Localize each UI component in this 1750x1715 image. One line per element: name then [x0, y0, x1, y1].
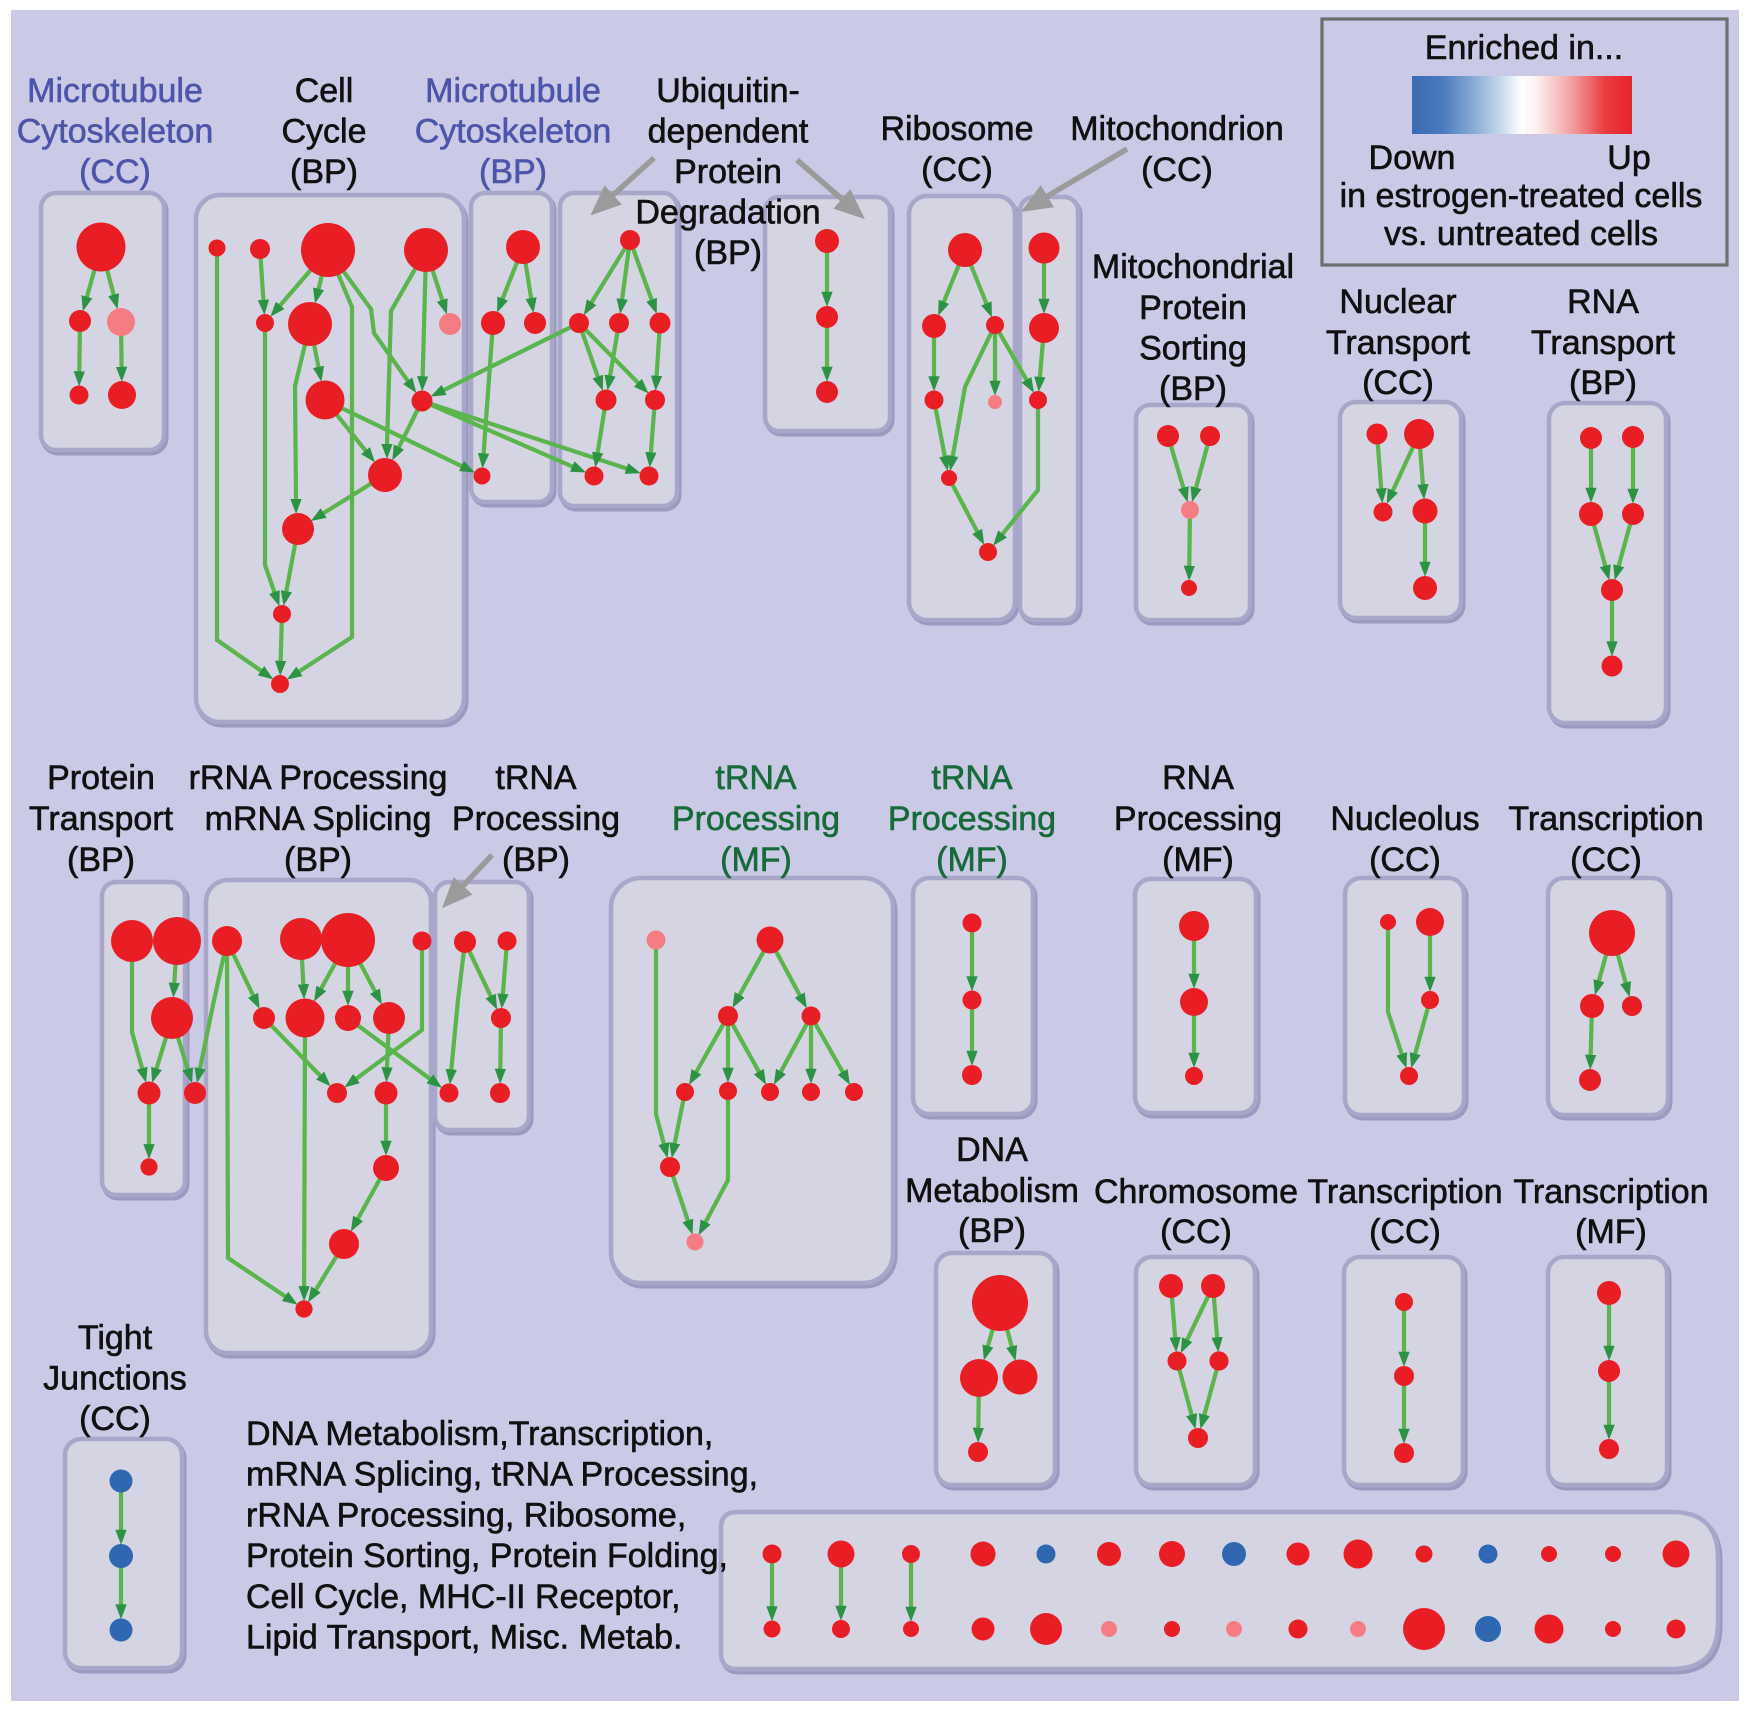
svg-text:Nuclear: Nuclear: [1339, 283, 1456, 321]
svg-text:DNA Metabolism,Transcription,: DNA Metabolism,Transcription,: [246, 1415, 713, 1453]
svg-text:(CC): (CC): [1369, 1213, 1441, 1251]
svg-text:Transcription: Transcription: [1508, 800, 1703, 838]
svg-text:rRNA Processing: rRNA Processing: [189, 759, 448, 797]
svg-text:(MF): (MF): [720, 841, 792, 879]
svg-text:dependent: dependent: [648, 113, 809, 151]
svg-text:Mitochondrial: Mitochondrial: [1092, 248, 1294, 286]
svg-text:(BP): (BP): [502, 841, 570, 879]
svg-text:Transcription: Transcription: [1307, 1173, 1502, 1211]
svg-text:DNA: DNA: [956, 1131, 1028, 1169]
svg-text:Processing: Processing: [672, 800, 840, 838]
svg-text:Degradation: Degradation: [635, 194, 820, 232]
svg-text:Microtubule: Microtubule: [425, 72, 601, 110]
svg-text:Enriched in...: Enriched in...: [1425, 29, 1623, 67]
svg-text:Transcription: Transcription: [1513, 1173, 1708, 1211]
svg-text:(BP): (BP): [67, 841, 135, 879]
svg-text:(MF): (MF): [936, 841, 1008, 879]
svg-text:(BP): (BP): [479, 153, 547, 191]
svg-text:(BP): (BP): [290, 153, 358, 191]
svg-text:(MF): (MF): [1575, 1213, 1647, 1251]
svg-text:Processing: Processing: [452, 800, 620, 838]
svg-text:Protein: Protein: [1139, 289, 1247, 327]
svg-text:Cell Cycle, MHC-II Receptor,: Cell Cycle, MHC-II Receptor,: [246, 1578, 681, 1616]
svg-text:mRNA Splicing: mRNA Splicing: [205, 800, 432, 838]
svg-text:Sorting: Sorting: [1139, 330, 1247, 368]
svg-text:tRNA: tRNA: [495, 759, 577, 797]
svg-text:in estrogen-treated cells: in estrogen-treated cells: [1340, 177, 1703, 215]
svg-text:(CC): (CC): [1362, 364, 1434, 402]
svg-text:vs. untreated cells: vs. untreated cells: [1384, 215, 1658, 253]
svg-text:(CC): (CC): [1570, 841, 1642, 879]
svg-text:Processing: Processing: [1114, 800, 1282, 838]
svg-text:Processing: Processing: [888, 800, 1056, 838]
svg-text:Metabolism: Metabolism: [905, 1172, 1079, 1210]
svg-text:(CC): (CC): [1160, 1213, 1232, 1251]
svg-text:(BP): (BP): [694, 234, 762, 272]
svg-text:Ribosome: Ribosome: [880, 110, 1033, 148]
svg-text:(BP): (BP): [1159, 370, 1227, 408]
svg-text:Protein Sorting, Protein Foldi: Protein Sorting, Protein Folding,: [246, 1537, 728, 1575]
svg-text:(CC): (CC): [1141, 151, 1213, 189]
svg-text:(CC): (CC): [1369, 841, 1441, 879]
svg-text:(MF): (MF): [1162, 841, 1234, 879]
svg-text:Transport: Transport: [1531, 324, 1676, 362]
svg-text:tRNA: tRNA: [931, 759, 1013, 797]
svg-text:Lipid Transport, Misc. Metab.: Lipid Transport, Misc. Metab.: [246, 1619, 683, 1657]
svg-text:Transport: Transport: [1326, 324, 1471, 362]
svg-text:RNA: RNA: [1162, 759, 1234, 797]
svg-text:Cytoskeleton: Cytoskeleton: [415, 113, 612, 151]
svg-text:Down: Down: [1369, 139, 1456, 177]
svg-text:Tight: Tight: [78, 1319, 153, 1357]
svg-text:(BP): (BP): [958, 1212, 1026, 1250]
svg-text:Cell: Cell: [295, 72, 354, 110]
svg-text:(CC): (CC): [921, 151, 993, 189]
svg-text:Chromosome: Chromosome: [1094, 1173, 1298, 1211]
svg-text:(BP): (BP): [284, 841, 352, 879]
svg-text:Nucleolus: Nucleolus: [1330, 800, 1479, 838]
svg-text:(CC): (CC): [79, 1400, 151, 1438]
svg-text:(BP): (BP): [1569, 364, 1637, 402]
svg-text:Transport: Transport: [29, 800, 174, 838]
svg-text:tRNA: tRNA: [715, 759, 797, 797]
svg-text:Microtubule: Microtubule: [27, 72, 203, 110]
svg-text:(CC): (CC): [79, 153, 151, 191]
svg-text:Ubiquitin-: Ubiquitin-: [656, 72, 800, 110]
svg-text:Protein: Protein: [674, 153, 782, 191]
svg-text:Protein: Protein: [47, 759, 155, 797]
svg-text:mRNA Splicing, tRNA Processing: mRNA Splicing, tRNA Processing,: [246, 1456, 758, 1494]
svg-text:Cycle: Cycle: [281, 113, 366, 151]
svg-text:Cytoskeleton: Cytoskeleton: [17, 113, 214, 151]
svg-text:Junctions: Junctions: [43, 1360, 187, 1398]
svg-text:RNA: RNA: [1567, 283, 1639, 321]
svg-text:rRNA Processing, Ribosome,: rRNA Processing, Ribosome,: [246, 1496, 686, 1534]
svg-text:Mitochondrion: Mitochondrion: [1070, 110, 1284, 148]
svg-text:Up: Up: [1607, 139, 1650, 177]
